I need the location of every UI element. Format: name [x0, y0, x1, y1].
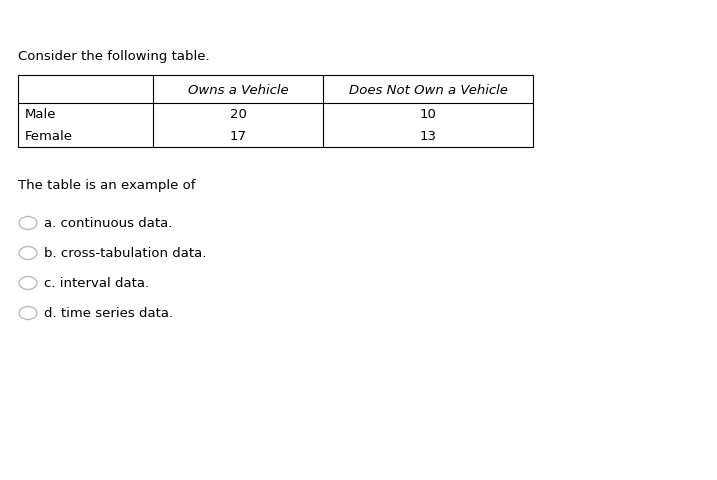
Text: Male: Male: [25, 108, 57, 121]
Text: a. continuous data.: a. continuous data.: [44, 217, 172, 230]
Text: Female: Female: [25, 130, 73, 143]
Text: Owns a Vehicle: Owns a Vehicle: [188, 84, 288, 96]
Text: c. interval data.: c. interval data.: [44, 277, 149, 290]
Text: Consider the following table.: Consider the following table.: [18, 50, 209, 63]
Text: 13: 13: [419, 130, 437, 143]
Text: b. cross-tabulation data.: b. cross-tabulation data.: [44, 247, 206, 260]
Text: 17: 17: [229, 130, 247, 143]
Text: 20: 20: [229, 108, 247, 121]
Text: The table is an example of: The table is an example of: [18, 179, 196, 192]
Text: Does Not Own a Vehicle: Does Not Own a Vehicle: [348, 84, 508, 96]
Bar: [18, 76, 533, 148]
Text: d. time series data.: d. time series data.: [44, 307, 173, 320]
Text: 10: 10: [419, 108, 437, 121]
